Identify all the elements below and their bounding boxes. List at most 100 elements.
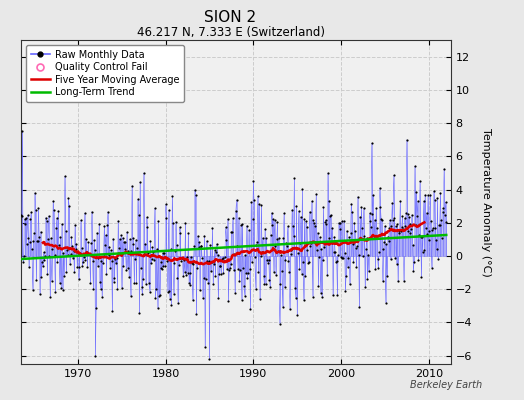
Point	[413, 198, 422, 205]
Point	[139, 170, 148, 176]
Point	[126, 293, 135, 299]
Point	[111, 256, 119, 262]
Point	[69, 248, 78, 254]
Point	[366, 218, 375, 224]
Point	[275, 235, 283, 241]
Point	[417, 234, 425, 240]
Point	[67, 251, 75, 257]
Point	[215, 262, 224, 269]
Point	[88, 208, 96, 215]
Point	[43, 270, 51, 277]
Point	[58, 221, 66, 227]
Point	[311, 222, 320, 229]
Point	[174, 262, 183, 268]
Point	[109, 236, 117, 242]
Point	[419, 249, 427, 255]
Point	[208, 258, 216, 265]
Point	[415, 232, 423, 238]
Point	[347, 200, 355, 207]
Point	[85, 251, 94, 257]
Point	[313, 247, 321, 254]
Point	[291, 285, 299, 291]
Point	[90, 237, 98, 243]
Point	[63, 247, 71, 253]
Point	[270, 269, 278, 275]
Point	[48, 246, 57, 252]
Point	[216, 262, 225, 269]
Point	[183, 270, 192, 276]
Point	[61, 228, 70, 234]
Point	[45, 212, 53, 219]
Point	[354, 251, 363, 258]
Point	[289, 233, 298, 239]
Point	[250, 197, 258, 203]
Point	[422, 224, 430, 231]
Point	[429, 225, 438, 231]
Point	[319, 204, 328, 211]
Point	[167, 246, 175, 252]
Point	[19, 259, 27, 266]
Point	[432, 237, 440, 243]
Point	[383, 273, 391, 279]
Point	[166, 296, 174, 302]
Point	[47, 235, 55, 241]
Point	[151, 295, 160, 302]
Point	[376, 204, 385, 210]
Point	[380, 223, 389, 229]
Point	[215, 270, 223, 277]
Point	[317, 246, 325, 252]
Point	[176, 230, 184, 236]
Point	[24, 212, 32, 218]
Point	[390, 214, 399, 221]
Point	[278, 268, 286, 274]
Point	[72, 241, 81, 247]
Point	[276, 320, 284, 327]
Point	[62, 269, 70, 276]
Point	[91, 352, 100, 359]
Point	[219, 254, 227, 261]
Point	[60, 272, 68, 279]
Point	[244, 269, 253, 276]
Point	[440, 166, 448, 172]
Point	[396, 198, 405, 204]
Point	[119, 263, 127, 269]
Point	[245, 227, 253, 234]
Point	[260, 280, 268, 287]
Point	[330, 233, 339, 240]
Point	[52, 215, 61, 222]
Point	[354, 194, 362, 200]
Point	[83, 248, 91, 255]
Point	[303, 247, 312, 253]
Point	[368, 211, 377, 218]
Point	[250, 254, 259, 260]
Point	[126, 236, 134, 242]
Point	[228, 215, 237, 222]
Point	[322, 220, 331, 227]
Point	[319, 257, 327, 264]
Point	[113, 255, 121, 262]
Point	[248, 259, 256, 265]
Point	[395, 230, 403, 236]
Point	[73, 264, 81, 270]
Point	[306, 243, 314, 249]
Point	[380, 238, 388, 245]
Point	[337, 254, 345, 260]
Point	[427, 218, 435, 224]
Point	[184, 230, 192, 236]
Point	[341, 288, 350, 294]
Point	[182, 272, 190, 278]
Point	[287, 246, 296, 253]
Point	[238, 220, 247, 227]
Point	[74, 250, 82, 257]
Point	[204, 280, 212, 286]
Point	[283, 223, 292, 230]
Point	[34, 238, 42, 244]
Point	[210, 261, 218, 268]
Point	[356, 214, 364, 220]
Point	[63, 252, 72, 258]
Point	[161, 201, 170, 208]
Point	[191, 192, 200, 198]
Point	[235, 214, 243, 221]
Point	[336, 220, 344, 226]
Point	[46, 294, 54, 300]
